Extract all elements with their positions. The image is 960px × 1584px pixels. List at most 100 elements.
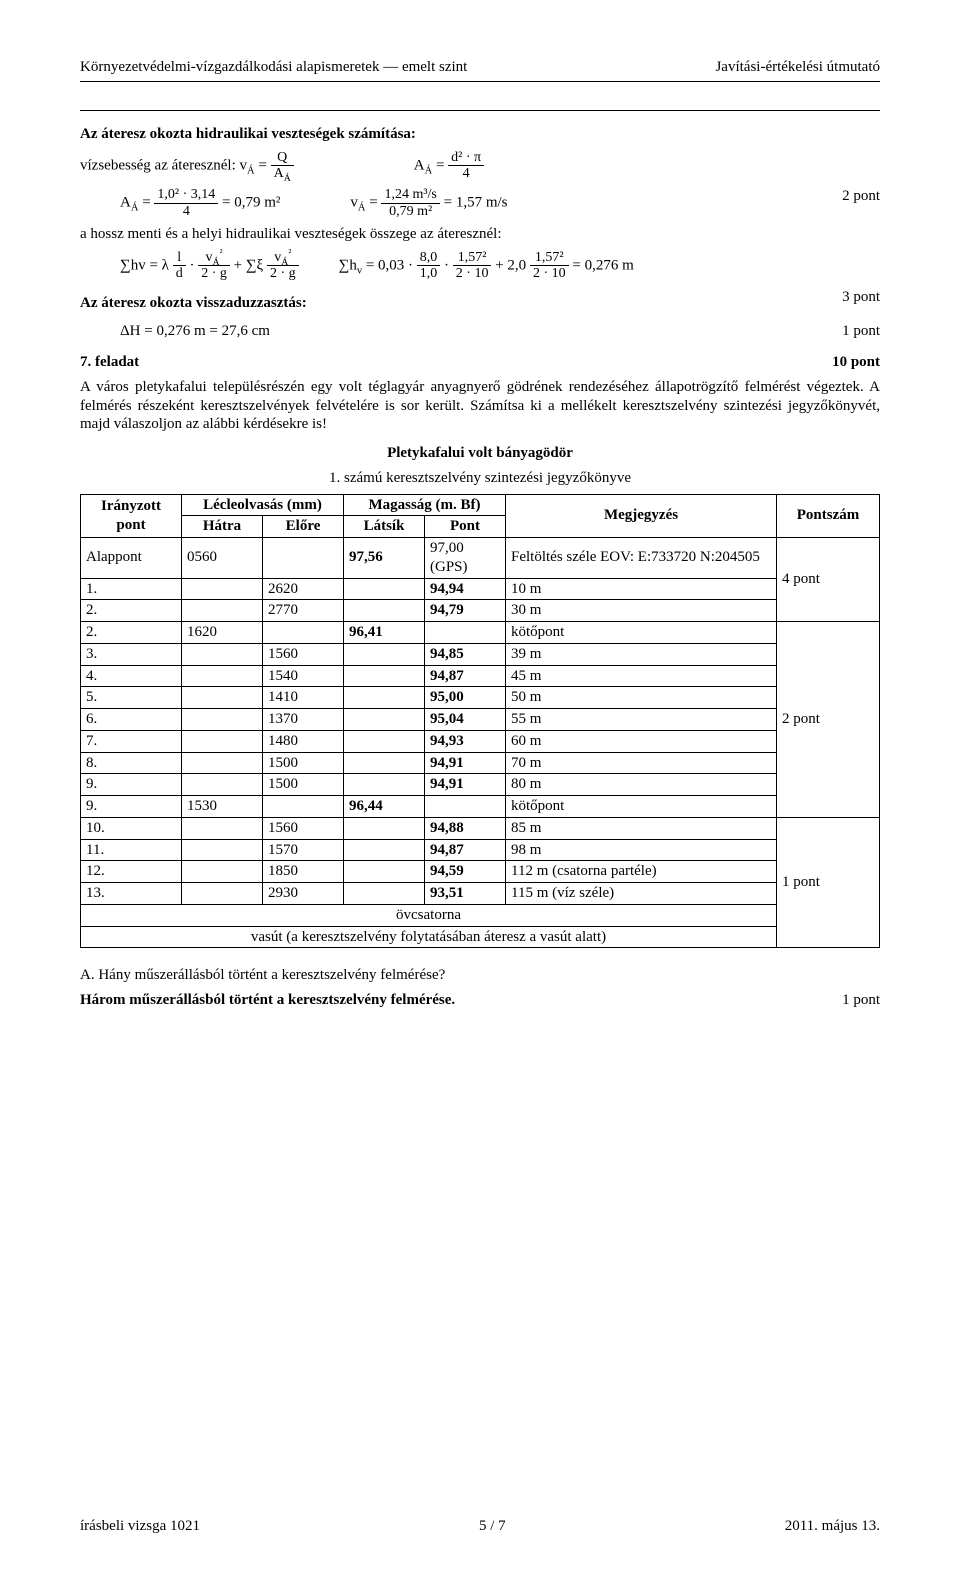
- a2-eq: =: [138, 195, 154, 211]
- table-row: 13.293093,51115 m (víz széle): [81, 883, 880, 905]
- table-row: 2.162096,41kötőpont 2 pont: [81, 622, 880, 644]
- frac-d2pi4: d² · π 4: [448, 150, 484, 182]
- header-rule: [80, 81, 880, 82]
- cell-score-2: 2 pont: [777, 622, 880, 818]
- section-separator: [80, 110, 880, 111]
- frac-v2g-1: vÁ²2 · g: [198, 250, 230, 282]
- table-row: 5.141095,0050 m: [81, 687, 880, 709]
- frac-den-sub: Á: [284, 173, 291, 184]
- frac-num: Q: [271, 150, 294, 166]
- sum-hv: ∑hv = λ: [120, 257, 169, 273]
- section-title: Az áteresz okozta hidraulikai vesztesége…: [80, 125, 880, 144]
- table-row: 1.262094,9410 m: [81, 578, 880, 600]
- frac-q-over-a: Q AÁ: [271, 150, 294, 182]
- cell-elo: [263, 538, 344, 579]
- frac-den-var: A: [274, 166, 284, 181]
- header-left: Környezetvédelmi-vízgazdálkodási alapism…: [80, 58, 467, 77]
- a-eq: =: [432, 157, 448, 173]
- cell-pont: 97,00 (GPS): [425, 538, 506, 579]
- back-pressure-row: Az áteresz okozta visszaduzzasztás: 3 po…: [80, 288, 880, 319]
- v2-label: v: [350, 195, 358, 211]
- v-eq: =: [255, 157, 271, 173]
- cell-score-3: 1 pont: [777, 817, 880, 948]
- area-num: 1,0² · 3,14: [154, 187, 218, 203]
- cell-p: Alappont: [81, 538, 182, 579]
- area-den: 4: [154, 204, 218, 219]
- frac-v2g-2: vÁ²2 · g: [267, 250, 299, 282]
- table-row: 11.157094,8798 m: [81, 839, 880, 861]
- th-hatra: Hátra: [182, 516, 263, 538]
- v-sub: Á: [247, 165, 255, 176]
- table-title: Pletykafalui volt bányagödör: [80, 444, 880, 463]
- table-row: 8.150094,9170 m: [81, 752, 880, 774]
- footer-right: 2011. május 13.: [785, 1517, 880, 1536]
- leveling-table: Irányzott pont Lécleolvasás (mm) Magassá…: [80, 494, 880, 949]
- frac-area: 1,0² · 3,14 4: [154, 187, 218, 219]
- dh-row: ΔH = 0,276 m = 27,6 cm 1 pont: [80, 322, 880, 341]
- back-pressure-label: Az áteresz okozta visszaduzzasztás:: [80, 294, 307, 313]
- cell-meg: Feltöltés széle EOV: E:733720 N:204505: [506, 538, 777, 579]
- question-a: A. Hány műszerállásból történt a kereszt…: [80, 966, 880, 985]
- vel-den: 0,79 m²: [381, 204, 439, 219]
- frac-81: 8,01,0: [417, 250, 441, 282]
- rhs-sum: ∑h: [339, 257, 357, 273]
- table-row: Alappont 0560 97,56 97,00 (GPS) Feltölté…: [81, 538, 880, 579]
- a-label: A: [414, 157, 425, 173]
- task-label: 7. feladat: [80, 353, 139, 372]
- table-row: 4.154094,8745 m: [81, 665, 880, 687]
- table-row-ov: övcsatorna: [81, 904, 880, 926]
- area-res: = 0,79 m²: [222, 195, 280, 211]
- hv-result: = 0,276 m: [572, 257, 633, 273]
- table-row: 3.156094,8539 m: [81, 643, 880, 665]
- th-magassag: Magasság (m. Bf): [344, 494, 506, 516]
- table-row: 12.185094,59112 m (csatorna partéle): [81, 861, 880, 883]
- points-3: 3 pont: [842, 288, 880, 307]
- answer-a-row: Három műszerállásból történt a keresztsz…: [80, 991, 880, 1010]
- frac-ld: ld: [173, 250, 186, 282]
- vel-num: 1,24 m³/s: [381, 187, 439, 203]
- th-elore: Előre: [263, 516, 344, 538]
- frac-157b: 1,57²2 · 10: [530, 250, 569, 282]
- frac-157a: 1,57²2 · 10: [453, 250, 492, 282]
- dh-value: ΔH = 0,276 m = 27,6 cm: [120, 322, 270, 341]
- points-2: 2 pont: [842, 187, 880, 206]
- footer-left: írásbeli vizsga 1021: [80, 1517, 200, 1536]
- header-right: Javítási-értékelési útmutató: [715, 58, 880, 77]
- a-frac-num: d² · π: [448, 150, 484, 166]
- table-row-vasut: vasút (a keresztszelvény folytatásában á…: [81, 926, 880, 948]
- footer-center: 5 / 7: [479, 1517, 506, 1536]
- table-row: 2.277094,7930 m: [81, 600, 880, 622]
- page-footer: írásbeli vizsga 1021 5 / 7 2011. május 1…: [80, 1517, 880, 1536]
- table-row: 9.150094,9180 m: [81, 774, 880, 796]
- cell-vasut: vasút (a keresztszelvény folytatásában á…: [81, 926, 777, 948]
- th-latsik: Látsík: [344, 516, 425, 538]
- answer-a-points: 1 pont: [842, 991, 880, 1010]
- formula-row-2: AÁ = 1,0² · 3,14 4 = 0,79 m² vÁ = 1,24 m…: [80, 187, 880, 219]
- dh-points: 1 pont: [842, 322, 880, 341]
- v2-eq: =: [365, 195, 381, 211]
- page-header: Környezetvédelmi-vízgazdálkodási alapism…: [80, 58, 880, 79]
- th-iranyzott: Irányzott pont: [81, 494, 182, 538]
- v-label: vízsebesség az áteresznél: v: [80, 157, 247, 173]
- loss-sum-label: a hossz menti és a helyi hidraulikai ves…: [80, 225, 880, 244]
- formula-row-1: vízsebesség az áteresznél: vÁ = Q AÁ AÁ …: [80, 150, 880, 182]
- table-row: 6.137095,0455 m: [81, 709, 880, 731]
- th-pont: Pont: [425, 516, 506, 538]
- th-lecleolvasas: Lécleolvasás (mm): [182, 494, 344, 516]
- frac-velocity: 1,24 m³/s 0,79 m²: [381, 187, 439, 219]
- vel-res: = 1,57 m/s: [444, 195, 508, 211]
- table-row: 9.153096,44kötőpont: [81, 796, 880, 818]
- task-header: 7. feladat 10 pont: [80, 353, 880, 372]
- task-body: A város pletykafalui településrészén egy…: [80, 378, 880, 434]
- task-points: 10 pont: [832, 353, 880, 372]
- cell-hat: 0560: [182, 538, 263, 579]
- th-megjegyzes: Megjegyzés: [506, 494, 777, 538]
- th-pontszam: Pontszám: [777, 494, 880, 538]
- a-frac-den: 4: [448, 166, 484, 181]
- table-subtitle: 1. számú keresztszelvény szintezési jegy…: [80, 469, 880, 488]
- cell-score-1: 4 pont: [777, 538, 880, 622]
- a2-label: A: [120, 195, 131, 211]
- cell-ovcsatorna: övcsatorna: [81, 904, 777, 926]
- table-row: 10.156094,8885 m 1 pont: [81, 817, 880, 839]
- table-row: 7.148094,9360 m: [81, 730, 880, 752]
